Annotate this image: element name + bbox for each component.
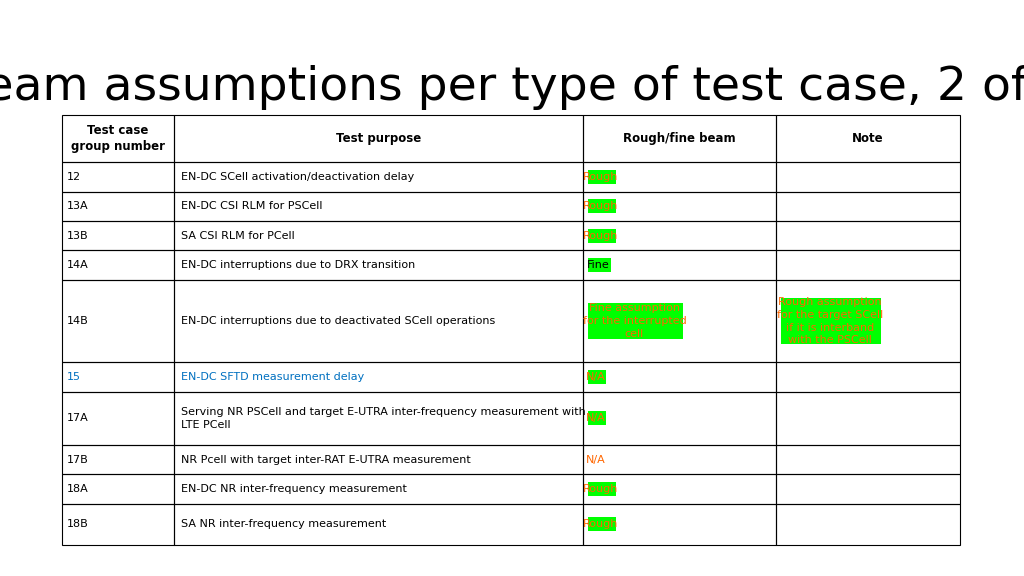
Bar: [776, 504, 961, 545]
Text: EN-DC SFTD measurement delay: EN-DC SFTD measurement delay: [181, 372, 365, 382]
Bar: [776, 445, 961, 474]
Bar: [583, 221, 776, 251]
Text: Test purpose: Test purpose: [336, 132, 421, 145]
Bar: [62, 162, 174, 192]
Text: 14A: 14A: [67, 260, 89, 270]
Bar: [776, 251, 961, 280]
Text: Rough: Rough: [583, 231, 618, 241]
Text: 15: 15: [67, 372, 81, 382]
Text: 12: 12: [67, 172, 81, 182]
Bar: [588, 258, 611, 272]
Bar: [62, 362, 174, 392]
Bar: [776, 280, 961, 362]
Bar: [588, 199, 615, 213]
Text: 17B: 17B: [67, 454, 89, 465]
Text: Fine assumption
for the interrupted
cell: Fine assumption for the interrupted cell: [583, 304, 686, 339]
Text: Rough: Rough: [583, 201, 618, 211]
Bar: [588, 304, 683, 339]
Bar: [174, 362, 583, 392]
Bar: [588, 411, 606, 425]
Bar: [62, 221, 174, 251]
Bar: [583, 392, 776, 445]
Bar: [776, 162, 961, 192]
Bar: [174, 115, 583, 162]
Bar: [62, 280, 174, 362]
Bar: [776, 221, 961, 251]
Text: 18A: 18A: [67, 484, 89, 494]
Bar: [776, 392, 961, 445]
Bar: [588, 370, 606, 384]
Bar: [62, 445, 174, 474]
Bar: [62, 474, 174, 504]
Bar: [776, 362, 961, 392]
Text: EN-DC CSI RLM for PSCell: EN-DC CSI RLM for PSCell: [181, 201, 323, 211]
Bar: [174, 221, 583, 251]
Bar: [62, 192, 174, 221]
Text: SA CSI RLM for PCell: SA CSI RLM for PCell: [181, 231, 295, 241]
Bar: [174, 392, 583, 445]
Bar: [588, 517, 615, 531]
Text: Rough: Rough: [583, 172, 618, 182]
Text: 18B: 18B: [67, 520, 89, 529]
Bar: [588, 482, 615, 496]
Text: Note: Note: [852, 132, 884, 145]
Text: Rough/fine beam: Rough/fine beam: [623, 132, 735, 145]
Bar: [174, 445, 583, 474]
Bar: [776, 115, 961, 162]
Text: N/A: N/A: [586, 414, 606, 423]
Text: EN-DC interruptions due to DRX transition: EN-DC interruptions due to DRX transitio…: [181, 260, 416, 270]
Bar: [776, 474, 961, 504]
Text: Fine: Fine: [587, 260, 610, 270]
Bar: [174, 280, 583, 362]
Text: NR Pcell with target inter-RAT E-UTRA measurement: NR Pcell with target inter-RAT E-UTRA me…: [181, 454, 471, 465]
Text: Beam assumptions per type of test case, 2 of 6: Beam assumptions per type of test case, …: [0, 66, 1024, 111]
Bar: [583, 251, 776, 280]
Bar: [174, 504, 583, 545]
Text: Test case
group number: Test case group number: [71, 124, 165, 153]
Bar: [583, 445, 776, 474]
Bar: [583, 162, 776, 192]
Text: Serving NR PSCell and target E-UTRA inter-frequency measurement with
LTE PCell: Serving NR PSCell and target E-UTRA inte…: [181, 407, 586, 430]
Text: N/A: N/A: [586, 454, 606, 465]
Bar: [174, 162, 583, 192]
Text: EN-DC interruptions due to deactivated SCell operations: EN-DC interruptions due to deactivated S…: [181, 316, 496, 326]
Bar: [583, 192, 776, 221]
Bar: [174, 474, 583, 504]
Bar: [588, 229, 615, 242]
Bar: [588, 170, 615, 184]
Text: 14B: 14B: [67, 316, 89, 326]
Bar: [174, 192, 583, 221]
Bar: [583, 474, 776, 504]
Text: N/A: N/A: [586, 372, 606, 382]
Bar: [62, 251, 174, 280]
Text: EN-DC SCell activation/deactivation delay: EN-DC SCell activation/deactivation dela…: [181, 172, 415, 182]
Text: 13B: 13B: [67, 231, 89, 241]
Bar: [174, 251, 583, 280]
Text: Rough assumption
for the target SCell
if it is interband
with the PSCell: Rough assumption for the target SCell if…: [777, 297, 883, 346]
Bar: [781, 298, 881, 344]
Text: EN-DC NR inter-frequency measurement: EN-DC NR inter-frequency measurement: [181, 484, 408, 494]
Bar: [62, 115, 174, 162]
Bar: [583, 504, 776, 545]
Text: Rough: Rough: [583, 520, 618, 529]
Text: 13A: 13A: [67, 201, 89, 211]
Bar: [583, 362, 776, 392]
Text: 17A: 17A: [67, 414, 89, 423]
Text: SA NR inter-frequency measurement: SA NR inter-frequency measurement: [181, 520, 386, 529]
Text: Rough: Rough: [583, 484, 618, 494]
Bar: [583, 280, 776, 362]
Bar: [776, 192, 961, 221]
Bar: [62, 504, 174, 545]
Bar: [583, 115, 776, 162]
Bar: [62, 392, 174, 445]
